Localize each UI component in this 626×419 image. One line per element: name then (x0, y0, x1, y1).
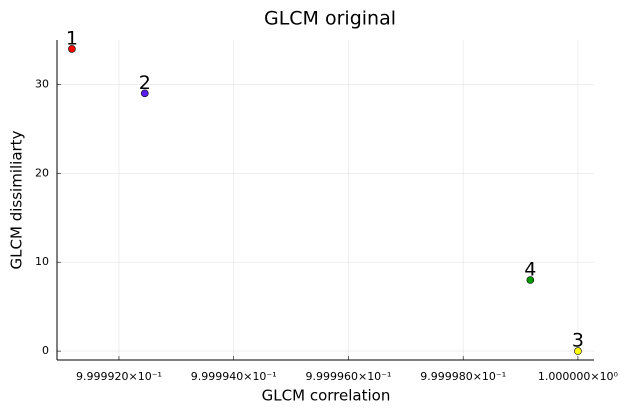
x-tick-label: 9.999940×10⁻¹ (191, 370, 277, 383)
chart-title: GLCM original (264, 8, 396, 30)
point (68, 45, 76, 53)
x-tick-label: 9.999920×10⁻¹ (76, 370, 162, 383)
point (526, 276, 535, 284)
y-tick-label: 10 (35, 255, 49, 268)
point-label: 4 (524, 259, 536, 281)
point-label: 1 (66, 27, 78, 49)
x-tick-label: 1.000000×10⁰ (538, 370, 619, 383)
y-tick-label: 30 (35, 77, 49, 90)
x-tick-label: 9.999960×10⁻¹ (305, 370, 391, 383)
y-tick-label: 0 (42, 344, 49, 357)
point-label: 2 (139, 72, 151, 94)
y-axis-label: GLCM dissimiliarty (8, 130, 26, 269)
y-tick-label: 20 (35, 166, 49, 179)
x-axis-label: GLCM correlation (262, 387, 391, 405)
point (574, 347, 582, 355)
point-label: 3 (572, 330, 584, 352)
point (140, 89, 149, 98)
x-tick-label: 9.999980×10⁻¹ (420, 370, 506, 383)
